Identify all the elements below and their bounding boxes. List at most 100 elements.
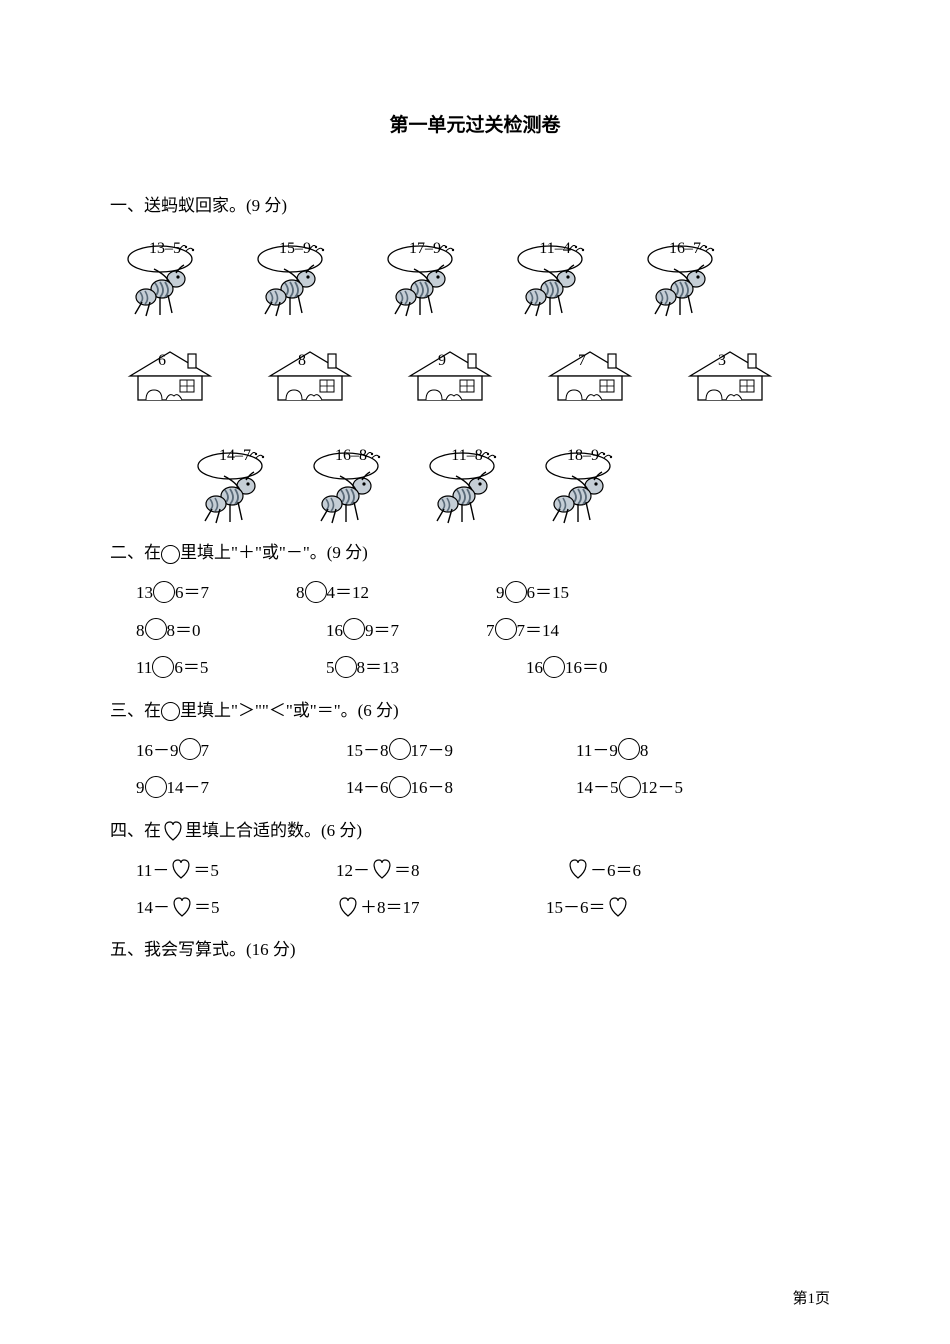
blank-circle[interactable] [145, 776, 167, 798]
eq-post: 9＝7 [365, 612, 399, 649]
eq-post: 4＝12 [327, 574, 370, 611]
eq-post: 16＝0 [565, 649, 608, 686]
blank-circle[interactable] [305, 581, 327, 603]
blank-circle[interactable] [619, 776, 641, 798]
equation-cell: 136＝7 [136, 574, 296, 611]
ants-row-1: 13–5 15–9 17–9 11–4 16–7 [120, 227, 840, 320]
house-item: 9 [400, 330, 500, 404]
heq-before: 11－ [136, 852, 169, 889]
ant-item: 13–5 [120, 227, 210, 320]
comparison-cell: 11－98 [576, 732, 648, 769]
ant-item: 17–9 [380, 227, 470, 320]
blank-circle[interactable] [505, 581, 527, 603]
heq-after: ＋8＝17 [360, 889, 420, 926]
worksheet-page: 第一单元过关检测卷 一、送蚂蚁回家。(9 分) 13–5 15–9 17–9 1… [0, 0, 950, 1344]
section3-heading: 三、在里填上"＞""＜"或"＝"。(6 分) [110, 697, 840, 724]
ant-expression: 14–7 [219, 447, 251, 465]
cmp-pre: 14－6 [346, 769, 389, 806]
blank-heart[interactable] [370, 857, 394, 879]
heq-before: 12－ [336, 852, 370, 889]
section3-problems: 16－97 15－817－9 11－98 914－7 14－616－8 14－5… [136, 732, 840, 807]
eq-post: 8＝13 [357, 649, 400, 686]
house-item: 8 [260, 330, 360, 404]
blank-circle[interactable] [543, 656, 565, 678]
equation-cell: 96＝15 [496, 574, 569, 611]
ant-expression: 18–9 [567, 447, 599, 465]
eq-post: 6＝5 [174, 649, 208, 686]
cmp-post: 7 [201, 732, 210, 769]
cmp-pre: 11－9 [576, 732, 618, 769]
blank-circle[interactable] [153, 581, 175, 603]
heart-eq-cell: 14－ ＝5 [136, 889, 336, 926]
section5-heading: 五、我会写算式。(16 分) [110, 936, 840, 963]
equation-cell: 84＝12 [296, 574, 496, 611]
blank-heart[interactable] [169, 857, 193, 879]
house-number: 3 [718, 352, 726, 370]
heq-before: 15－6＝ [546, 889, 606, 926]
equation-cell: 77＝14 [486, 612, 559, 649]
heart-eq-cell: 12－ ＝8 [336, 852, 566, 889]
house-number: 8 [298, 352, 306, 370]
blank-circle[interactable] [152, 656, 174, 678]
blank-circle[interactable] [618, 738, 640, 760]
heart-eq-cell: 11－ ＝5 [136, 852, 336, 889]
house-icon [120, 348, 220, 404]
houses-row: 6 8 9 7 3 [120, 330, 840, 404]
cmp-pre: 14－5 [576, 769, 619, 806]
ant-item: 11–4 [510, 227, 600, 320]
blank-heart[interactable] [566, 857, 590, 879]
heq-after: ＝5 [193, 852, 219, 889]
ant-expression: 11–4 [539, 240, 570, 258]
blank-circle[interactable] [389, 776, 411, 798]
heq-before: 14－ [136, 889, 170, 926]
blank-circle[interactable] [145, 618, 167, 640]
heq-after: ＝8 [394, 852, 420, 889]
ant-expression: 17–9 [409, 240, 441, 258]
cmp-pre: 9 [136, 769, 145, 806]
eq-pre: 13 [136, 574, 153, 611]
house-icon [400, 348, 500, 404]
house-item: 3 [680, 330, 780, 404]
blank-heart[interactable] [336, 895, 360, 917]
eq-pre: 16 [526, 649, 543, 686]
house-icon [260, 348, 360, 404]
section2-heading: 二、在里填上"＋"或"－"。(9 分) [110, 539, 840, 566]
eq-pre: 8 [136, 612, 145, 649]
heq-after: ＝5 [194, 889, 220, 926]
blank-heart[interactable] [170, 895, 194, 917]
comparison-cell: 15－817－9 [346, 732, 576, 769]
blank-circle[interactable] [335, 656, 357, 678]
heq-after: －6＝6 [590, 852, 641, 889]
ant-item: 11–8 [422, 434, 512, 527]
house-number: 6 [158, 352, 166, 370]
eq-post: 6＝15 [527, 574, 570, 611]
house-icon [540, 348, 640, 404]
blank-circle[interactable] [495, 618, 517, 640]
blank-circle[interactable] [343, 618, 365, 640]
heart-eq-cell: ＋8＝17 [336, 889, 546, 926]
eq-pre: 11 [136, 649, 152, 686]
cmp-post: 14－7 [167, 769, 210, 806]
section4-problems: 11－ ＝5 12－ ＝8 －6＝6 14－ ＝5 ＋8＝17 15－6＝ [136, 852, 840, 927]
circle-icon [161, 545, 180, 564]
heart-icon [161, 819, 185, 841]
section2-problems: 136＝7 84＝12 96＝15 88＝0 169＝7 77＝14 116＝5… [136, 574, 840, 686]
section1-heading: 一、送蚂蚁回家。(9 分) [110, 192, 840, 219]
ant-item: 16–7 [640, 227, 730, 320]
blank-heart[interactable] [606, 895, 630, 917]
heart-eq-cell: 15－6＝ [546, 889, 630, 926]
section4-heading: 四、在里填上合适的数。(6 分) [110, 817, 840, 844]
ant-expression: 13–5 [149, 240, 181, 258]
blank-circle[interactable] [389, 738, 411, 760]
cmp-post: 12－5 [641, 769, 684, 806]
ant-item: 15–9 [250, 227, 340, 320]
ants-row-2: 14–7 16–8 11–8 18–9 [190, 434, 840, 527]
eq-pre: 5 [326, 649, 335, 686]
equation-cell: 88＝0 [136, 612, 326, 649]
heart-eq-cell: －6＝6 [566, 852, 641, 889]
page-title: 第一单元过关检测卷 [110, 110, 840, 137]
equation-cell: 5 8＝13 [326, 649, 526, 686]
house-icon [680, 348, 780, 404]
blank-circle[interactable] [179, 738, 201, 760]
eq-pre: 7 [486, 612, 495, 649]
